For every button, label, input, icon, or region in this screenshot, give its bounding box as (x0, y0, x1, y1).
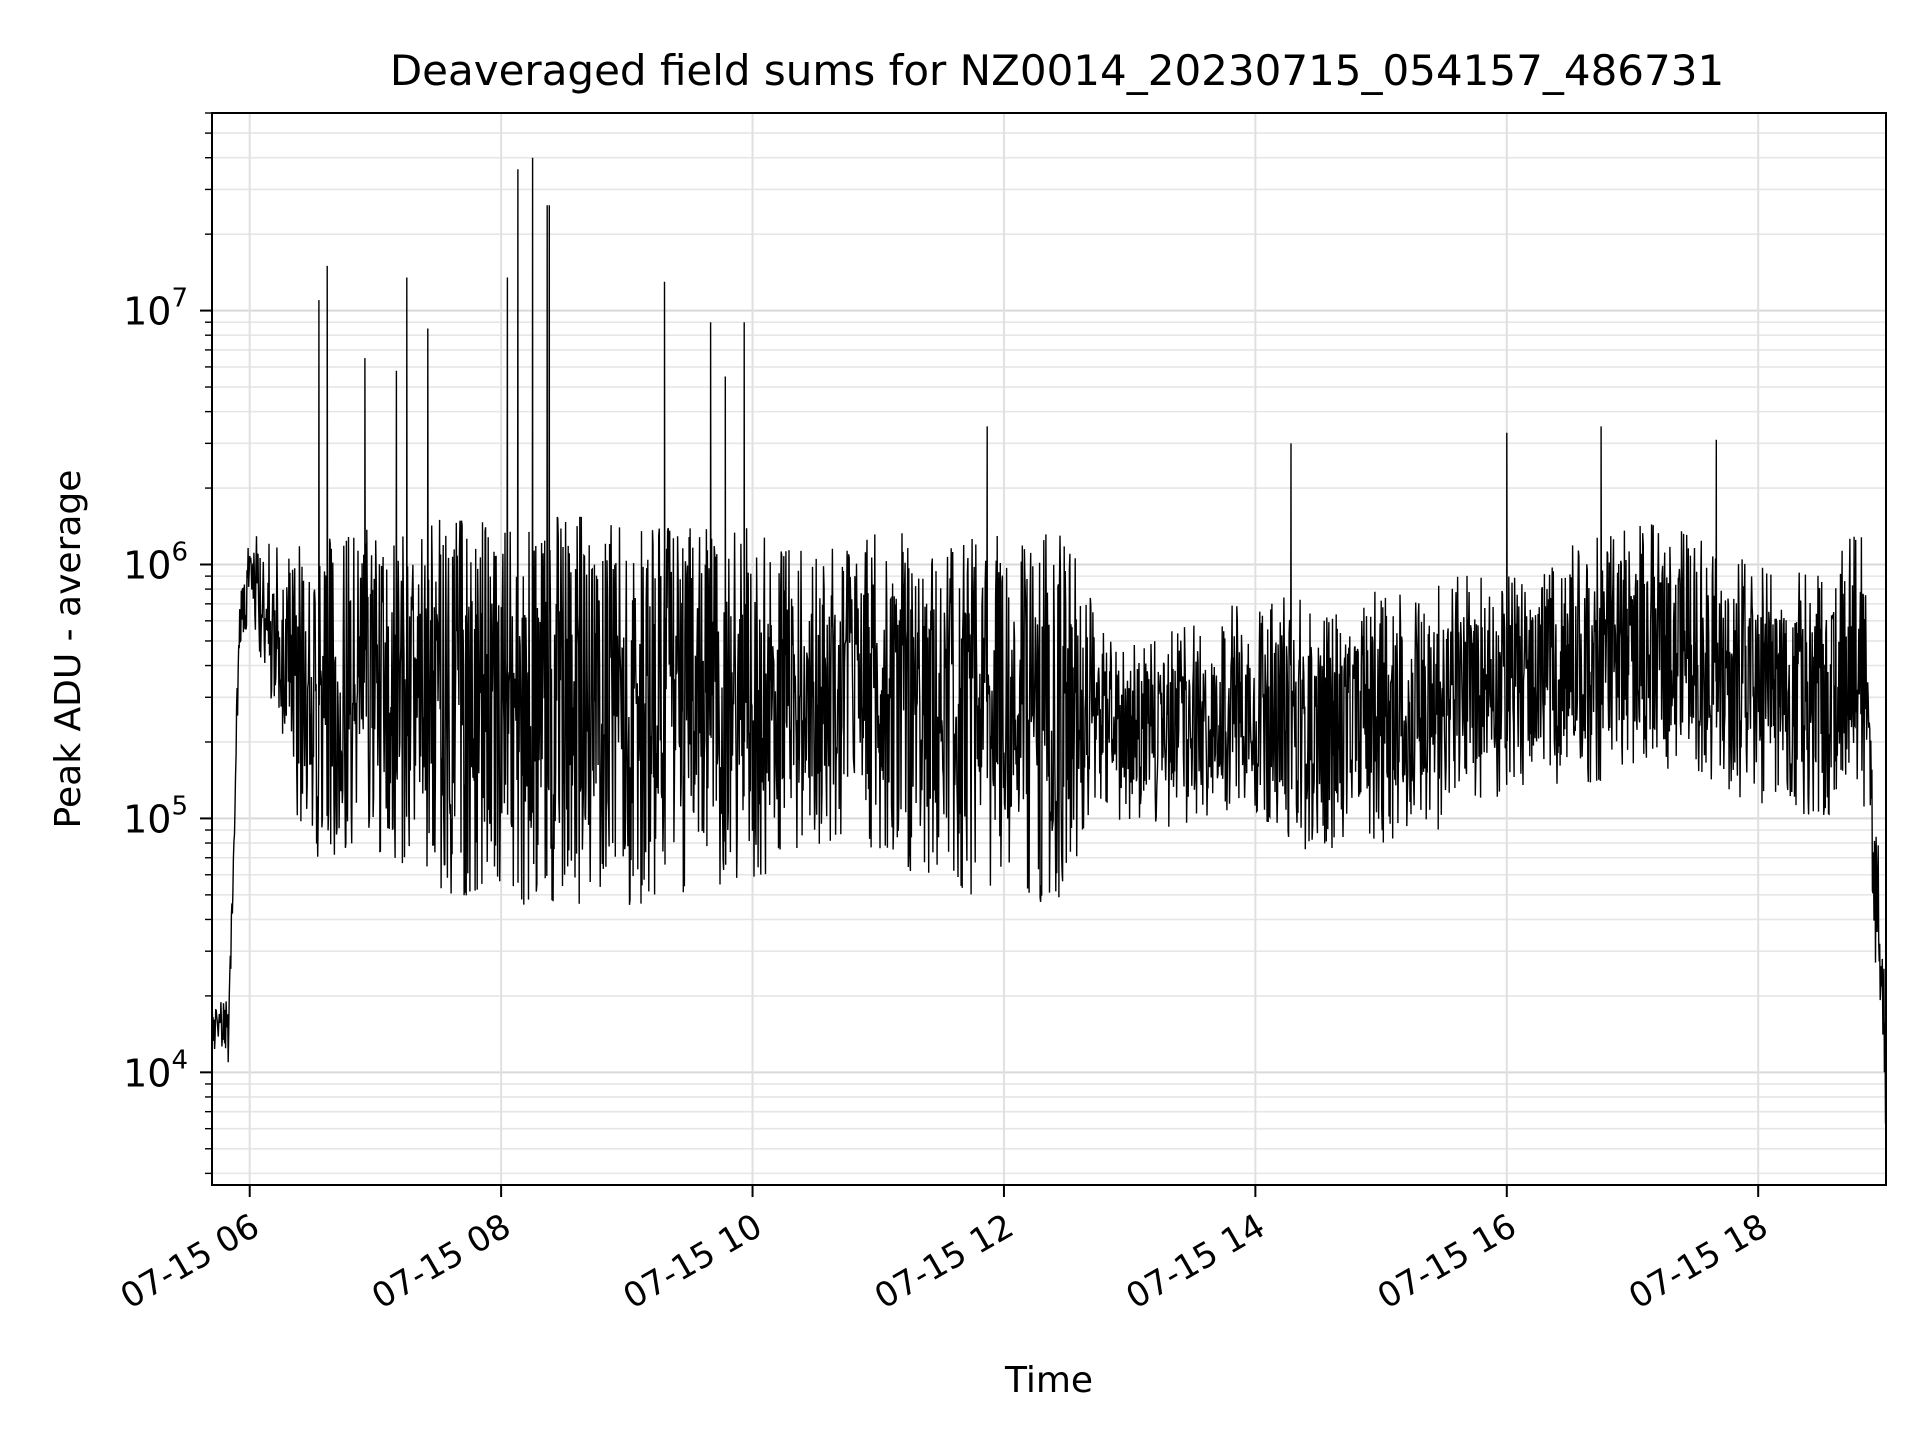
y-tick-label: 105 (123, 791, 188, 841)
y-tick-label: 104 (123, 1045, 188, 1095)
data-layer (212, 157, 1886, 1124)
y-tick-label: 107 (123, 284, 188, 334)
y-axis-label: Peak ADU - average (48, 470, 89, 829)
x-axis-label: Time (1004, 1360, 1093, 1401)
chart-title: Deaveraged field sums for NZ0014_2023071… (390, 46, 1724, 95)
plot-frame (211, 112, 1887, 1186)
y-tick-label: 106 (123, 538, 188, 588)
grid-layer (212, 112, 1886, 1185)
series-line (212, 157, 1886, 1124)
